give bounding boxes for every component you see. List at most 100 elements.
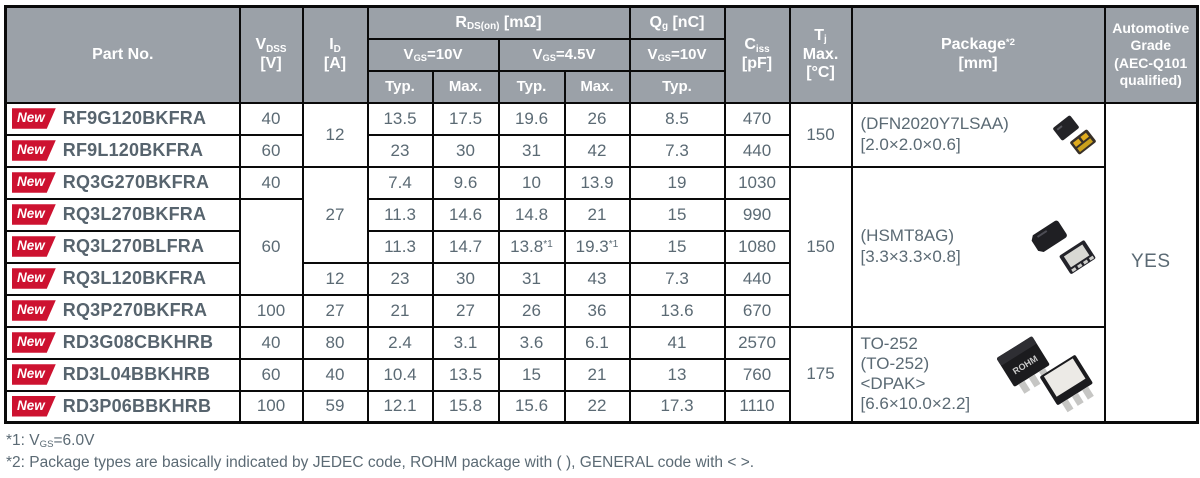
col-header-ciss: Ciss [pF] bbox=[723, 5, 791, 104]
part-number: RQ3P270BKFRA bbox=[62, 300, 208, 320]
vdss-cell: 60 bbox=[238, 197, 304, 296]
vdss-cell: 40 bbox=[238, 165, 304, 200]
value-cell: 21 bbox=[563, 357, 631, 392]
value-cell: 11.3 bbox=[366, 229, 434, 264]
table-header: Part No. VDSS [V] ID [A] RDS(on) [mΩ] Qg… bbox=[4, 5, 1199, 104]
vdss-cell: 40 bbox=[238, 325, 304, 360]
value-cell: 23 bbox=[366, 133, 434, 168]
part-no-cell: New RD3L04BBKHRB bbox=[4, 357, 241, 392]
tj-symbol: Tj bbox=[814, 27, 827, 46]
value-cell: 11.3 bbox=[366, 197, 434, 232]
col-header-max-2: Max. bbox=[563, 69, 631, 104]
id-cell: 40 bbox=[301, 357, 369, 392]
value-cell: 17.5 bbox=[431, 101, 500, 136]
value-cell: 7.3 bbox=[628, 261, 726, 296]
package-name-line: [3.3×3.3×0.8] bbox=[860, 246, 961, 266]
ciss-cell: 1030 bbox=[723, 165, 791, 200]
vdss-cell: 100 bbox=[238, 293, 304, 328]
table-row: New RQ3L120BKFRA 12 23 30 31 43 7.3 440 bbox=[4, 261, 1198, 296]
tj-max-cell: 150 bbox=[788, 165, 853, 328]
vdss-cell: 100 bbox=[238, 389, 304, 424]
part-number: RQ3L120BKFRA bbox=[62, 268, 207, 288]
value-cell: 19.6 bbox=[497, 101, 566, 136]
part-no-cell: New RF9G120BKFRA bbox=[4, 101, 241, 136]
ciss-cell: 440 bbox=[723, 261, 791, 296]
col-header-vdss: VDSS [V] bbox=[238, 5, 304, 104]
value-cell: 26 bbox=[563, 101, 631, 136]
ciss-symbol: Ciss bbox=[744, 36, 770, 55]
footnote-2: *2: Package types are basically indicate… bbox=[6, 454, 755, 472]
package-cell: TO-252 (TO-252) <DPAK> [6.6×10.0×2.2] ROHM bbox=[850, 325, 1106, 424]
tj-max-cell: 150 bbox=[788, 101, 853, 168]
package-name-line: (HSMT8AG) bbox=[860, 226, 955, 246]
value-cell: 15 bbox=[628, 197, 726, 232]
value-cell: 13.5 bbox=[366, 101, 434, 136]
value-cell: 43 bbox=[563, 261, 631, 296]
table-row: New RQ3L270BLFRA 11.3 14.7 13.8*1 19.3*1 15 108… bbox=[4, 229, 1198, 264]
id-cell: 27 bbox=[301, 293, 369, 328]
package-label: Package*2 bbox=[940, 36, 1015, 54]
col-header-typ-2: Typ. bbox=[497, 69, 566, 104]
col-header-tj-max: Tj Max. [°C] bbox=[788, 5, 853, 104]
package-name-line: TO-252 bbox=[860, 334, 918, 354]
value-cell: 13 bbox=[628, 357, 726, 392]
value-cell: 15.8 bbox=[431, 389, 500, 424]
ciss-cell: 470 bbox=[723, 101, 791, 136]
value-cell: 21 bbox=[563, 197, 631, 232]
value-cell: 10.4 bbox=[366, 357, 434, 392]
automotive-grade-label: Automotive Grade (AEC-Q101 qualified) bbox=[1112, 19, 1190, 89]
part-number: RD3L04BBKHRB bbox=[62, 364, 211, 384]
footnotes: *1: VGS=6.0V *2: Package types are basic… bbox=[6, 431, 1196, 474]
id-cell: 80 bbox=[301, 325, 369, 360]
value-cell: 9.6 bbox=[431, 165, 500, 200]
ciss-unit: [pF] bbox=[741, 54, 773, 72]
value-cell: 15.6 bbox=[497, 389, 566, 424]
part-no-cell: New RQ3L270BLFRA bbox=[4, 229, 241, 264]
part-no-cell: New RQ3G270BKFRA bbox=[4, 165, 241, 200]
table-row: New RD3P06BBKHRB 100 59 12.1 15.8 15.6 22 17.3 11… bbox=[4, 389, 1198, 424]
value-cell: 12.1 bbox=[366, 389, 434, 424]
tj-max-cell: 175 bbox=[788, 325, 853, 424]
dfn2020-package-icon bbox=[1050, 114, 1100, 156]
col-header-automotive-grade: Automotive Grade (AEC-Q101 qualified) bbox=[1103, 5, 1199, 104]
value-cell: 15 bbox=[628, 229, 726, 264]
value-cell: 27 bbox=[431, 293, 500, 328]
ciss-cell: 1080 bbox=[723, 229, 791, 264]
col-header-qg: Qg [nC] bbox=[628, 5, 726, 40]
part-no-cell: New RD3G08CBKHRB bbox=[4, 325, 241, 360]
col-header-part-no: Part No. bbox=[4, 5, 241, 104]
part-no-label: Part No. bbox=[92, 45, 154, 63]
value-cell: 42 bbox=[563, 133, 631, 168]
automotive-grade-cell: YES bbox=[1103, 101, 1199, 424]
value-cell: 6.1 bbox=[563, 325, 631, 360]
value-cell: 13.9 bbox=[563, 165, 631, 200]
new-badge: New bbox=[12, 364, 56, 385]
ciss-cell: 670 bbox=[723, 293, 791, 328]
new-badge: New bbox=[12, 396, 56, 417]
id-cell: 59 bbox=[301, 389, 369, 424]
ciss-cell: 760 bbox=[723, 357, 791, 392]
value-cell: 13.8*1 bbox=[497, 229, 566, 264]
new-badge: New bbox=[12, 332, 56, 353]
col-header-typ-3: Typ. bbox=[628, 69, 726, 104]
value-cell: 7.4 bbox=[366, 165, 434, 200]
new-badge: New bbox=[12, 268, 56, 289]
package-cell: (DFN2020Y7LSAA) [2.0×2.0×0.6] bbox=[850, 101, 1106, 168]
table-row: New RF9G120BKFRA 40 12 13.5 17.5 19.6 26 8.5 470 1… bbox=[4, 101, 1199, 424]
package-name: TO-252 (TO-252) <DPAK> [6.6×10.0×2.2] bbox=[861, 334, 971, 414]
col-header-id: ID [A] bbox=[301, 5, 369, 104]
vdss-symbol: VDSS bbox=[255, 36, 287, 55]
part-no-cell: New RD3P06BBKHRB bbox=[4, 389, 241, 424]
table-row: New RD3L04BBKHRB 60 40 10.4 13.5 15 21 13 760 bbox=[4, 357, 1198, 392]
part-number: RD3G08CBKHRB bbox=[62, 332, 214, 352]
package-name: (DFN2020Y7LSAA) [2.0×2.0×0.6] bbox=[861, 114, 1009, 154]
package-name-line: <DPAK> bbox=[860, 374, 926, 394]
id-symbol: ID bbox=[329, 36, 341, 55]
value-cell: 30 bbox=[431, 261, 500, 296]
value-cell: 14.7 bbox=[431, 229, 500, 264]
value-cell: 10 bbox=[497, 165, 566, 200]
value-cell: 21 bbox=[366, 293, 434, 328]
value-cell: 31 bbox=[497, 261, 566, 296]
value-cell: 19 bbox=[628, 165, 726, 200]
